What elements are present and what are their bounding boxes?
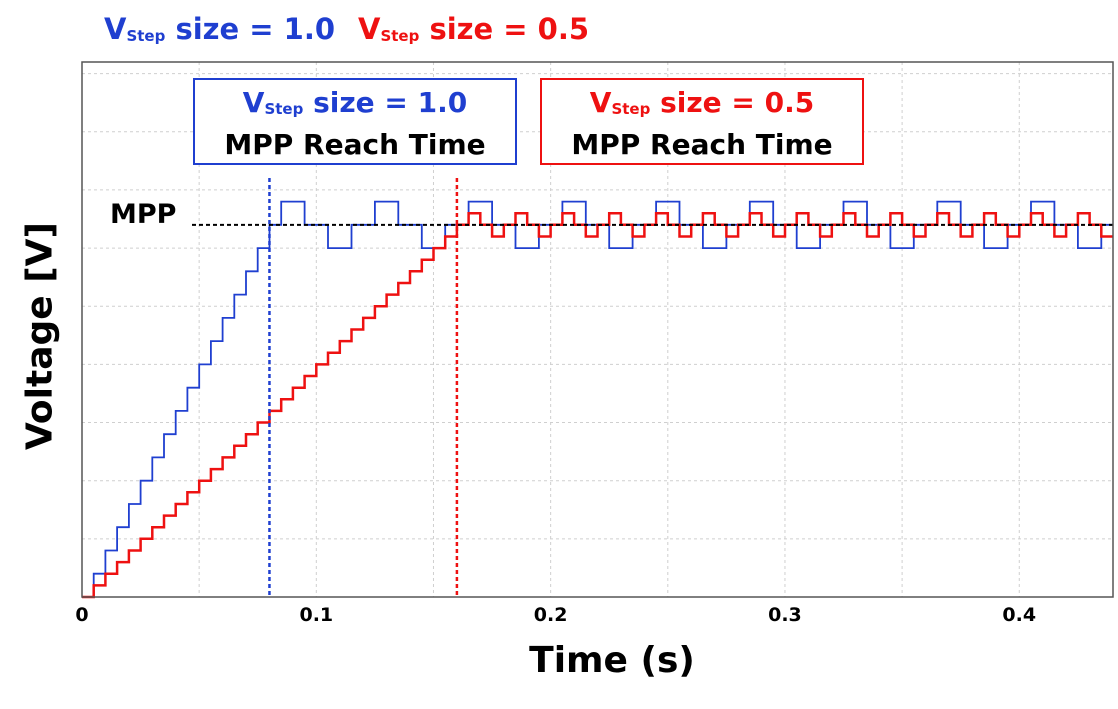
x-tick-label: 0 [75,604,89,626]
legend-step-1-text: size = 1.0 [165,12,336,46]
legend-step-05-v: V [358,12,381,46]
mpp-reach-box-step-1-subtitle: MPP Reach Time [224,128,486,161]
grid [82,62,1113,597]
plot-frame [81,61,1114,598]
x-tick-label: 0.1 [299,604,334,626]
legend-step-1: VStep size = 1.0 [104,12,335,46]
mpp-reach-box-step-1-title: VStep size = 1.0 [195,85,515,127]
x-tick-label: 0.4 [1002,604,1037,626]
legend-step-1-sub: Step [126,27,166,45]
box1-sub: Step [264,100,304,118]
legend-step-05-text: size = 0.5 [419,12,590,46]
y-axis-label: Voltage [V] [19,222,61,450]
mpp-label: MPP [110,199,177,230]
series-line-step-0.5 [82,211,1113,599]
series-line-step-1 [82,200,1113,598]
series-group [82,200,1113,599]
legend-step-1-v: V [104,12,127,46]
mpp-reach-box-step-05: VStep size = 0.5 MPP Reach Time [540,78,864,165]
box1-v: V [242,86,265,119]
box2-sub: Step [611,100,651,118]
box2-rest: size = 0.5 [650,86,815,119]
mpp-reach-box-step-1: VStep size = 1.0 MPP Reach Time [193,78,517,165]
legend-step-05: VStep size = 0.5 [358,12,589,46]
mpp-reach-box-step-05-title: VStep size = 0.5 [542,85,862,127]
x-tick-label: 0.2 [533,604,568,626]
box1-rest: size = 1.0 [303,86,468,119]
legend-step-05-sub: Step [380,27,420,45]
mpp-reach-box-step-05-subtitle: MPP Reach Time [571,128,833,161]
x-tick-label: 0.3 [768,604,802,626]
box2-v: V [589,86,612,119]
x-axis-label: Time (s) [529,640,695,681]
